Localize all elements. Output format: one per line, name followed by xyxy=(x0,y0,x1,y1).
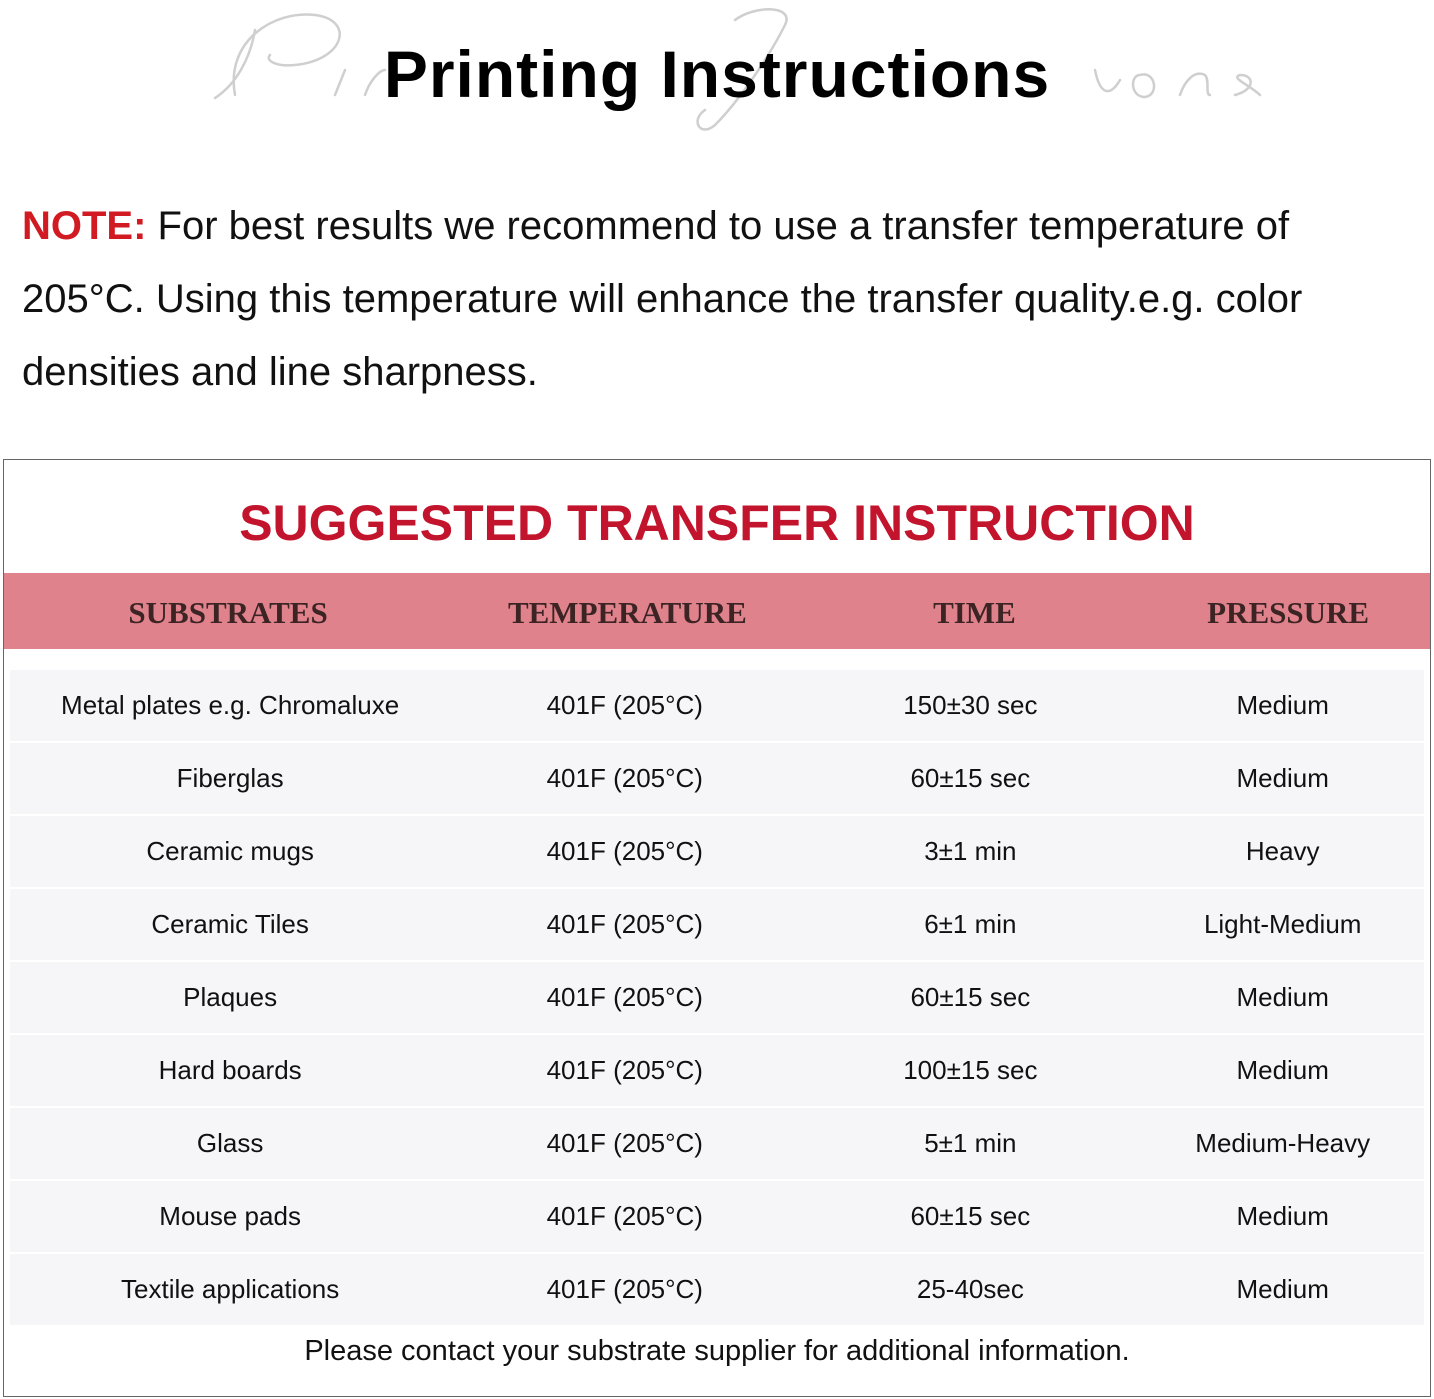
table-row: Ceramic Tiles 401F (205°C) 6±1 min Light-Me… xyxy=(10,889,1424,962)
table-header: SUBSTRATES TEMPERATURE TIME PRESSURE xyxy=(4,573,1430,649)
cell-substrate: Glass xyxy=(196,1128,264,1158)
table-footer: Please contact your substrate supplier f… xyxy=(304,1335,1130,1367)
cell-temperature: 401F (205°C) xyxy=(546,763,703,793)
cell-time: 150±30 sec xyxy=(903,690,1038,720)
cell-time: 6±1 min xyxy=(924,909,1017,939)
cell-substrate: Hard boards xyxy=(158,1055,302,1085)
cell-time: 60±15 sec xyxy=(910,763,1031,793)
table-row: Ceramic mugs 401F (205°C) 3±1 min Heavy xyxy=(10,816,1424,889)
cell-substrate: Fiberglas xyxy=(176,763,284,793)
cell-time: 5±1 min xyxy=(924,1128,1017,1158)
header-time: TIME xyxy=(933,595,1016,630)
table-title: SUGGESTED TRANSFER INSTRUCTION xyxy=(239,495,1195,551)
cell-substrate: Textile applications xyxy=(121,1274,340,1304)
cell-pressure: Heavy xyxy=(1245,836,1320,866)
table-row: Plaques 401F (205°C) 60±15 sec Medium xyxy=(10,962,1424,1035)
table-row: Textile applications 401F (205°C) 25-40sec… xyxy=(10,1254,1424,1327)
table-row: Mouse pads 401F (205°C) 60±15 sec Medium xyxy=(10,1181,1424,1254)
page-title: Printing Instructions xyxy=(383,37,1051,111)
cell-temperature: 401F (205°C) xyxy=(546,909,703,939)
cell-substrate: Ceramic mugs xyxy=(146,836,314,866)
cell-pressure: Medium-Heavy xyxy=(1195,1128,1371,1158)
cell-temperature: 401F (205°C) xyxy=(546,1201,703,1231)
cell-temperature: 401F (205°C) xyxy=(546,690,703,720)
cell-time: 100±15 sec xyxy=(903,1055,1038,1085)
table-body: Metal plates e.g. Chromaluxe 401F (205°C)… xyxy=(10,670,1424,1327)
watermark-script-title xyxy=(213,8,1262,131)
cell-substrate: Plaques xyxy=(183,982,278,1012)
note-text: For best results we recommend to use a t… xyxy=(22,204,1303,394)
cell-substrate: Metal plates e.g. Chromaluxe xyxy=(61,690,400,720)
transfer-table-panel: SUGGESTED TRANSFER INSTRUCTION SUBSTRATE… xyxy=(3,459,1431,1397)
cell-pressure: Light-Medium xyxy=(1203,909,1362,939)
header-pressure: PRESSURE xyxy=(1207,595,1370,630)
note-paragraph: NOTE: For best results we recommend to u… xyxy=(22,190,1422,409)
cell-pressure: Medium xyxy=(1236,690,1329,720)
cell-temperature: 401F (205°C) xyxy=(546,1128,703,1158)
cell-pressure: Medium xyxy=(1236,982,1329,1012)
cell-pressure: Medium xyxy=(1236,1201,1329,1231)
table-row: Fiberglas 401F (205°C) 60±15 sec Medium xyxy=(10,743,1424,816)
cell-substrate: Ceramic Tiles xyxy=(151,909,309,939)
cell-time: 25-40sec xyxy=(916,1274,1024,1304)
cell-temperature: 401F (205°C) xyxy=(546,1055,703,1085)
cell-temperature: 401F (205°C) xyxy=(546,982,703,1012)
cell-time: 60±15 sec xyxy=(910,1201,1031,1231)
cell-time: 60±15 sec xyxy=(910,982,1031,1012)
header-substrates: SUBSTRATES xyxy=(128,595,328,630)
cell-substrate: Mouse pads xyxy=(159,1201,301,1231)
table-row: Hard boards 401F (205°C) 100±15 sec Medium xyxy=(10,1035,1424,1108)
cell-temperature: 401F (205°C) xyxy=(546,1274,703,1304)
table-row: Metal plates e.g. Chromaluxe 401F (205°C)… xyxy=(10,670,1424,743)
note-label: NOTE: xyxy=(22,204,147,248)
cell-time: 3±1 min xyxy=(924,836,1017,866)
cell-pressure: Medium xyxy=(1236,1055,1329,1085)
cell-pressure: Medium xyxy=(1236,1274,1329,1304)
header-temperature: TEMPERATURE xyxy=(507,595,747,630)
cell-pressure: Medium xyxy=(1236,763,1329,793)
table-row: Glass 401F (205°C) 5±1 min Medium-Heavy xyxy=(10,1108,1424,1181)
cell-temperature: 401F (205°C) xyxy=(546,836,703,866)
